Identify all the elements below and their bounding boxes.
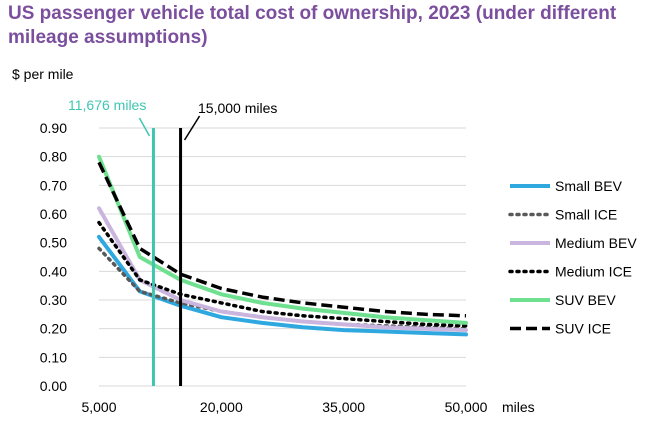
legend-label: Medium BEV xyxy=(555,235,637,251)
y-axis-title: $ per mile xyxy=(12,66,74,82)
series-line-medium-bev xyxy=(97,206,468,333)
series-line-small-bev xyxy=(97,234,468,337)
y-tick-label: 0.20 xyxy=(40,321,67,337)
x-tick-label: 5,000 xyxy=(81,399,116,415)
y-tick-label: 0.60 xyxy=(40,206,67,222)
legend-label: Small BEV xyxy=(555,178,623,194)
chart-title: US passenger vehicle total cost of owner… xyxy=(8,3,617,48)
y-tick-label: 0.90 xyxy=(40,120,67,136)
series-layer xyxy=(97,154,468,337)
x-tick-label: 20,000 xyxy=(200,399,243,415)
grid-layer xyxy=(99,127,466,387)
series-line-suv-ice xyxy=(97,161,467,318)
legend-label: SUV BEV xyxy=(555,292,616,308)
x-axis-title: miles xyxy=(502,399,535,415)
y-tick-label: 0.30 xyxy=(40,292,67,308)
y-tick-label: 0.40 xyxy=(40,263,67,279)
y-tick-label: 0.00 xyxy=(40,378,67,394)
annotation-leader xyxy=(138,117,151,137)
y-tick-label: 0.10 xyxy=(40,349,67,365)
y-tick-label: 0.50 xyxy=(40,235,67,251)
series-line-medium-ice xyxy=(97,220,468,328)
axis-layer: 0.00 0.10 0.20 0.30 0.40 0.50 0.60 0.70 0.80 0.90… xyxy=(12,66,535,415)
y-tick-label: 0.70 xyxy=(40,177,67,193)
legend-label: Small ICE xyxy=(555,207,617,223)
y-tick-label: 0.80 xyxy=(40,149,67,165)
annotation-leader xyxy=(183,115,201,141)
legend-label: Medium ICE xyxy=(555,264,632,280)
annotation-label: 11,676 miles xyxy=(68,97,146,113)
series-line-suv-bev xyxy=(97,154,468,325)
legend-label: SUV ICE xyxy=(555,321,611,337)
annotation-layer: 11,676 miles 15,000 miles xyxy=(68,97,277,386)
x-tick-label: 50,000 xyxy=(445,399,488,415)
legend: Small BEV Small ICE Medium BEV Medium ICE SU… xyxy=(508,178,637,337)
annotation-label: 15,000 miles xyxy=(198,100,277,116)
x-tick-label: 35,000 xyxy=(322,399,365,415)
